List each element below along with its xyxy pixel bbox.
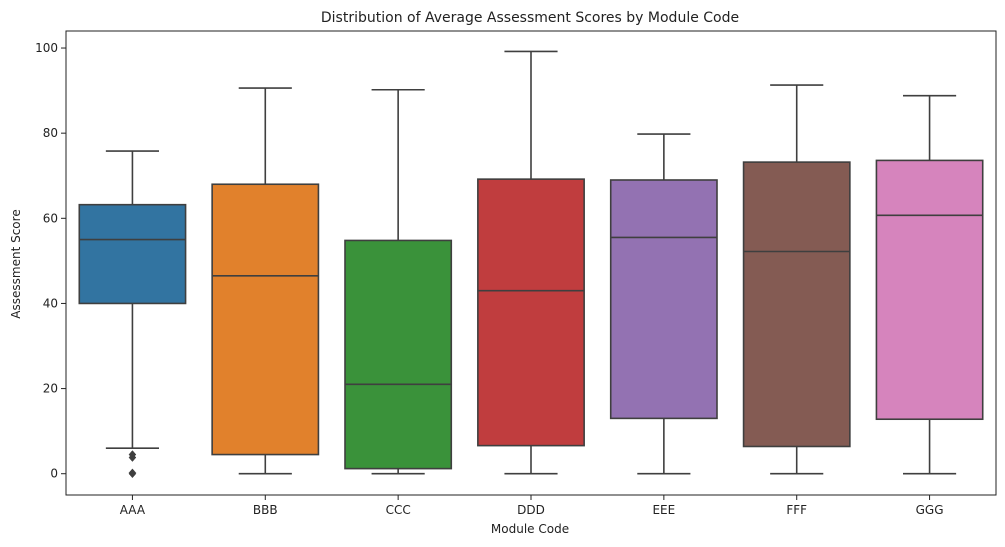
x-tick-label-fff: FFF (786, 503, 807, 517)
y-tick-label-0: 0 (50, 467, 58, 481)
x-tick-label-ddd: DDD (517, 503, 545, 517)
y-tick-label-80: 80 (43, 126, 58, 140)
box-fff (742, 161, 851, 448)
box-ccc (344, 239, 453, 470)
y-tick-label-20: 20 (43, 382, 58, 396)
box-aaa (78, 203, 187, 305)
y-axis-label: Assessment Score (9, 209, 23, 318)
chart-title: Distribution of Average Assessment Score… (321, 10, 739, 26)
x-tick-label-ggg: GGG (916, 503, 944, 517)
plot-area: AAA BBB CCC DDD EEE FFF GGG 0 20 40 60 80 100 (35, 30, 997, 517)
outlier-aaa-1 (128, 468, 137, 478)
box-ddd (477, 178, 585, 447)
y-tick-label-60: 60 (43, 211, 58, 225)
x-tick-label-bbb: BBB (253, 503, 278, 517)
x-tick-label-ccc: CCC (386, 503, 411, 517)
box-eee (609, 179, 718, 420)
x-tick-label-eee: EEE (652, 503, 675, 517)
y-tick-label-100: 100 (35, 41, 58, 55)
box-bbb (211, 183, 320, 456)
x-tick-label-aaa: AAA (120, 503, 146, 517)
y-tick-label-40: 40 (43, 296, 58, 310)
box-ggg (875, 159, 984, 421)
x-axis-label: Module Code (491, 522, 569, 536)
plot-frame (65, 30, 997, 496)
outlier-aaa-3 (128, 450, 137, 459)
